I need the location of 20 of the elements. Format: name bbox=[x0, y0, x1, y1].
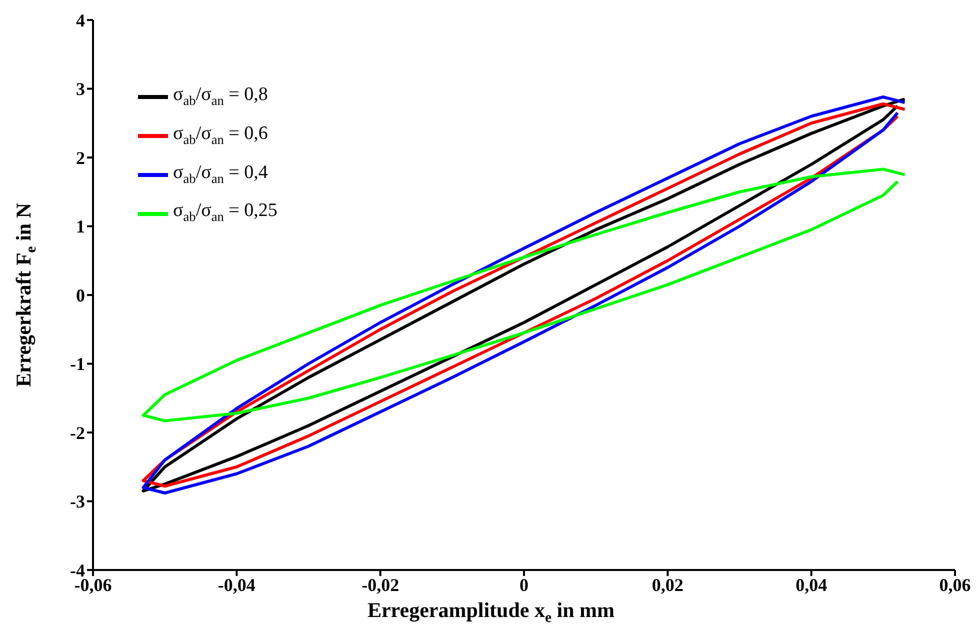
y-tick-label: 3 bbox=[76, 79, 85, 100]
y-tick-label: -1 bbox=[70, 354, 85, 374]
legend-label: σ$_{ab}$/σ$_{an}$ = 0,6 bbox=[173, 122, 268, 149]
x-tick-label: 0,02 bbox=[652, 574, 684, 595]
y-tick-label: -4 bbox=[70, 560, 85, 580]
y-tick-label: 0 bbox=[76, 285, 85, 306]
x-tick-label: 0,06 bbox=[939, 574, 971, 595]
x-axis-title: Erregeramplitude x$_{e}$ in mm bbox=[367, 598, 615, 626]
x-tick-label: -0,02 bbox=[362, 574, 400, 595]
legend-label: σ$_{ab}$/σ$_{an}$ = 0,8 bbox=[173, 83, 268, 110]
y-tick-label: -3 bbox=[70, 492, 85, 512]
y-tick-label: 4 bbox=[76, 10, 85, 30]
legend-label: σ$_{ab}$/σ$_{an}$ = 0,25 bbox=[173, 199, 278, 226]
x-tick-label: 0,04 bbox=[796, 574, 828, 595]
y-tick-label: -2 bbox=[70, 422, 85, 443]
legend-label: σ$_{ab}$/σ$_{an}$ = 0,4 bbox=[173, 160, 268, 188]
x-tick-label: 0 bbox=[520, 574, 528, 595]
y-tick-label: 2 bbox=[76, 148, 85, 168]
y-tick-label: 1 bbox=[76, 216, 85, 237]
x-tick-label: -0,04 bbox=[218, 574, 256, 595]
